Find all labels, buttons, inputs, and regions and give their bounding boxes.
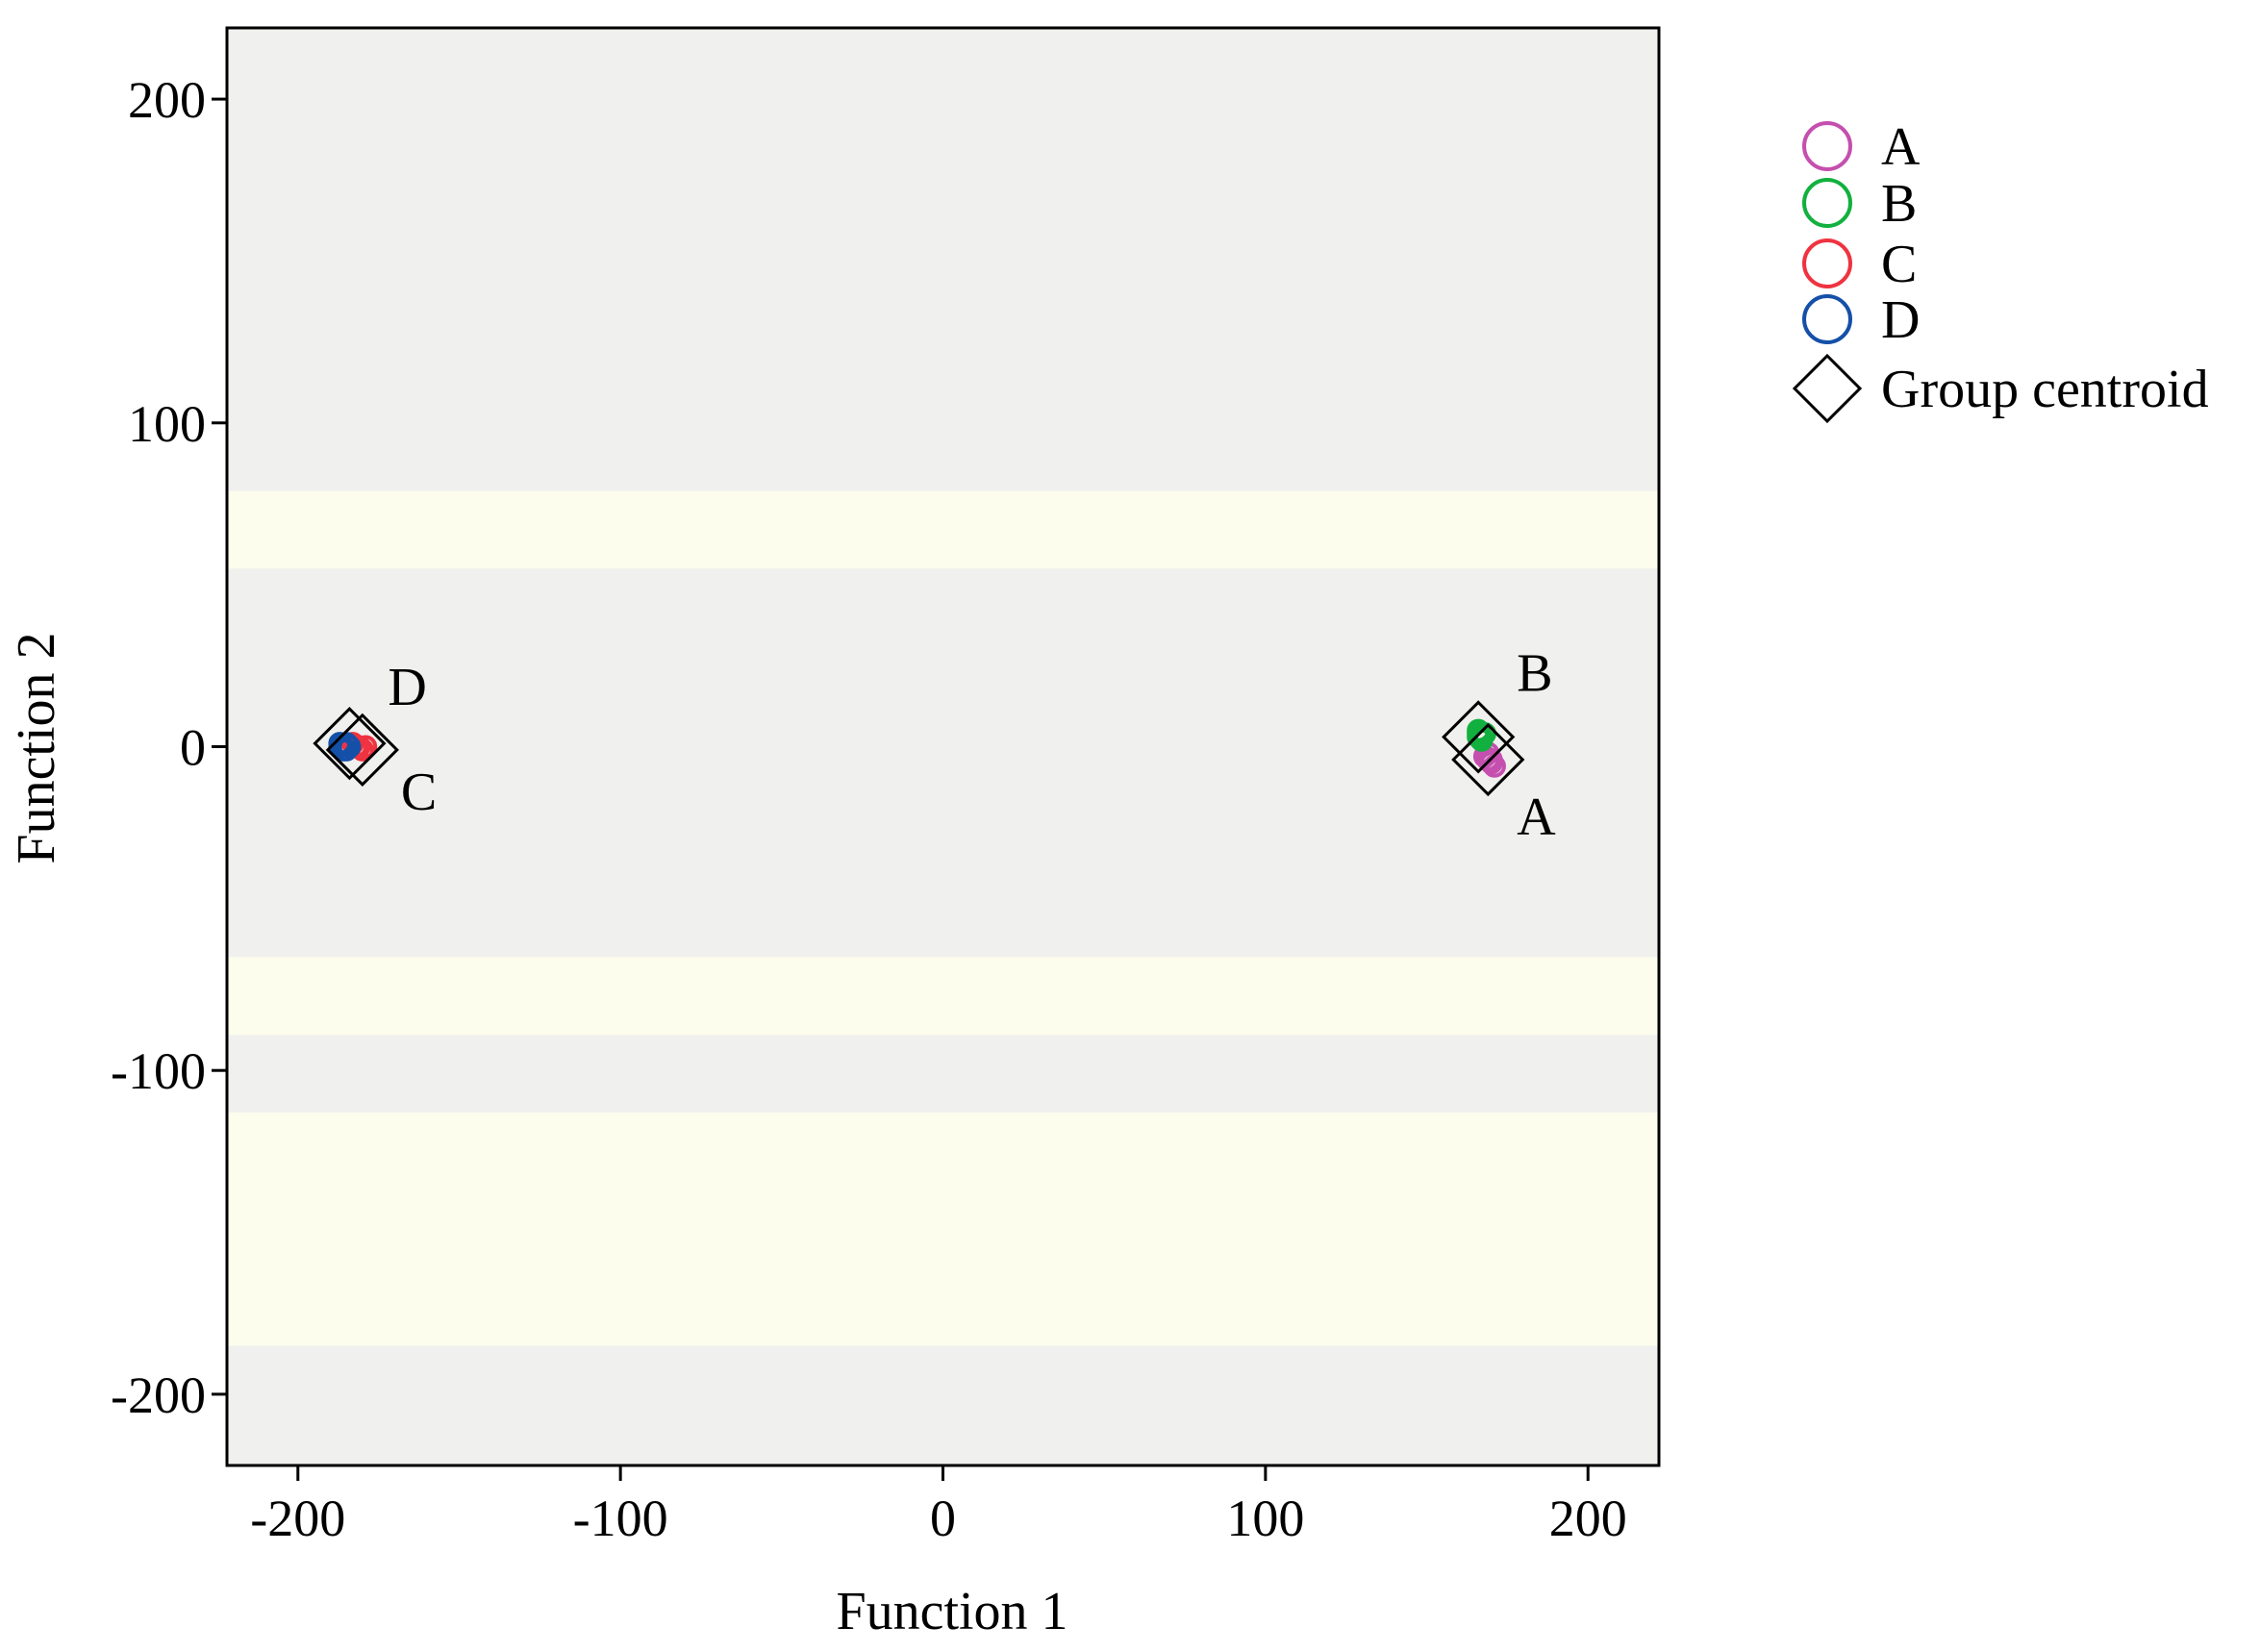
legend-marker-centroid <box>1792 353 1863 424</box>
territory-band <box>227 957 1659 1036</box>
legend-marker-d <box>1802 294 1852 344</box>
y-tick-label: 100 <box>128 395 206 453</box>
legend-marker-b <box>1802 178 1852 228</box>
x-tick-label: 0 <box>930 1489 956 1547</box>
legend-label: D <box>1881 290 1920 350</box>
data-point-d <box>335 738 359 762</box>
x-tick-label: 100 <box>1226 1489 1304 1547</box>
y-tick-label: 0 <box>180 719 206 777</box>
data-point-b <box>1467 725 1491 749</box>
group-centroid-a <box>1451 722 1525 797</box>
centroid-label-b: B <box>1517 643 1552 703</box>
y-tick-label: -200 <box>111 1366 206 1424</box>
data-point-a <box>1479 747 1503 771</box>
territory-band <box>227 490 1659 569</box>
group-centroid-b <box>1442 700 1516 774</box>
legend-label: B <box>1881 174 1917 234</box>
centroid-label-d: D <box>388 658 426 717</box>
y-tick-label: 200 <box>128 71 206 129</box>
legend-label: Group centroid <box>1881 360 2209 419</box>
legend-label: A <box>1881 117 1921 177</box>
x-tick-label: 200 <box>1549 1489 1627 1547</box>
legend-marker-c <box>1802 238 1852 288</box>
data-point-d <box>338 735 362 759</box>
y-axis-label: Function 2 <box>7 632 66 864</box>
centroid-label-a: A <box>1517 788 1556 847</box>
group-centroid-c <box>325 713 399 787</box>
group-centroid-d <box>313 707 387 781</box>
x-tick-label: -100 <box>573 1489 668 1547</box>
x-tick-label: -200 <box>250 1489 345 1547</box>
plot-area: A B CD <box>225 26 1661 1467</box>
y-tick-label: -100 <box>111 1042 206 1100</box>
data-point-d <box>328 732 352 756</box>
centroid-label-c: C <box>401 763 437 822</box>
axes: -200 -100 0 100 200 200 100 0 -100 -200 <box>111 71 1627 1547</box>
legend-label: C <box>1881 235 1917 294</box>
x-axis-label: Function 1 <box>836 1582 1067 1641</box>
legend-marker-a <box>1802 121 1852 171</box>
territory-band <box>227 1112 1659 1346</box>
